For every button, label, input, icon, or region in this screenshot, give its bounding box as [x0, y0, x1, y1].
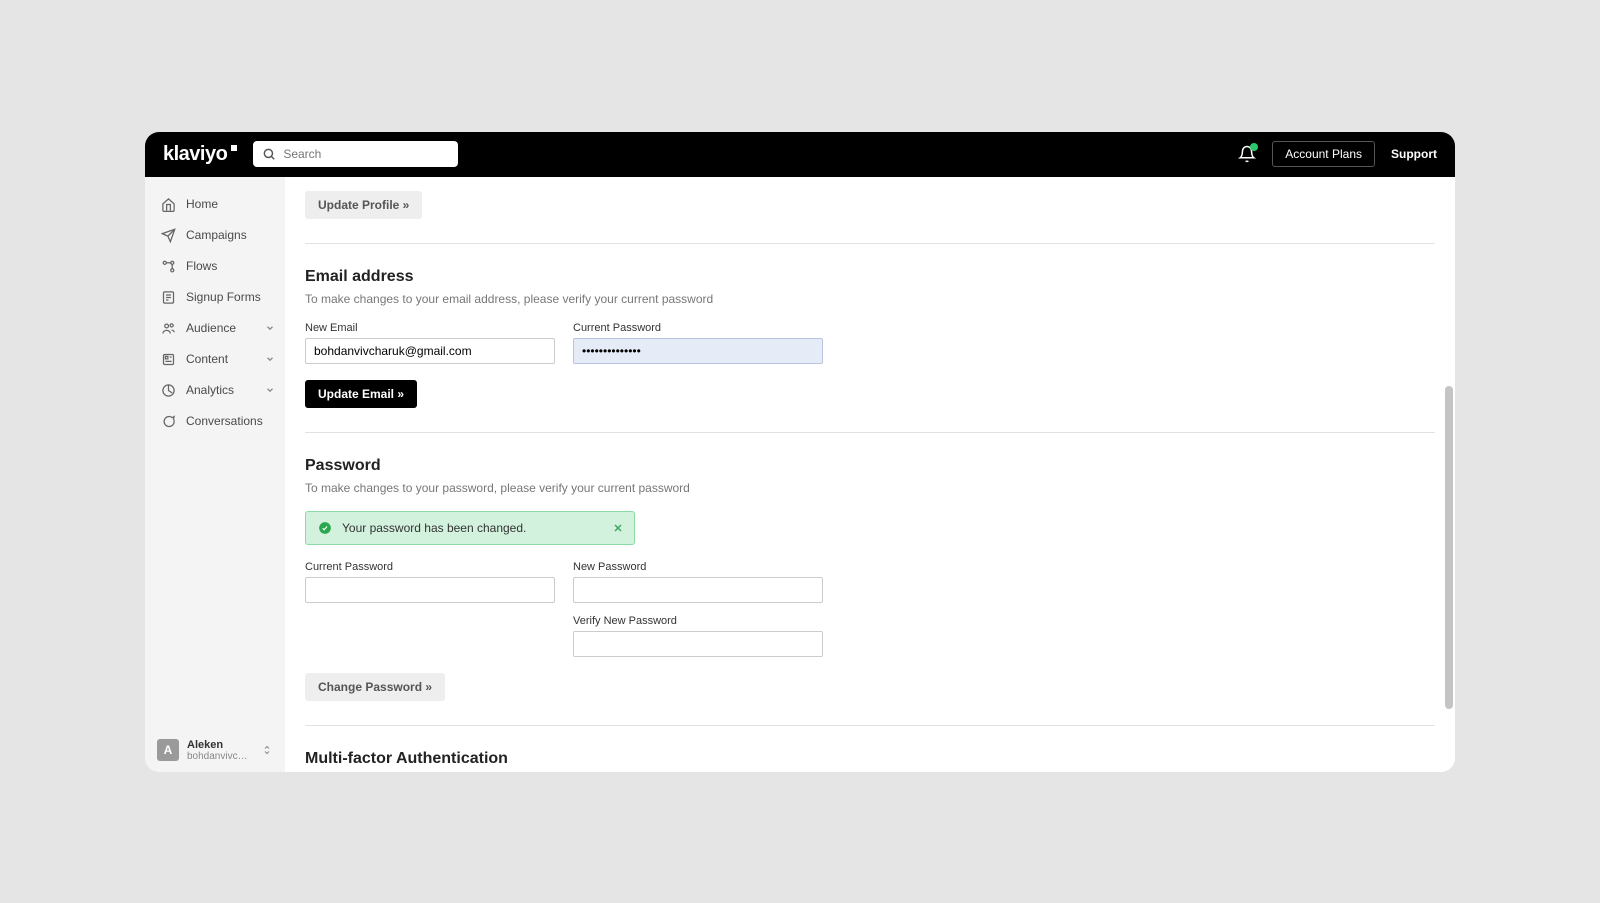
section-title: Multi-factor Authentication: [305, 750, 1435, 768]
new-password-input[interactable]: [573, 577, 823, 603]
search-icon: [262, 147, 276, 161]
scrollbar[interactable]: [1445, 181, 1453, 768]
topbar: klaviyo Account Plans Support: [145, 132, 1455, 177]
sidebar-item-signup-forms[interactable]: Signup Forms: [145, 282, 285, 313]
account-name: Aleken: [187, 739, 253, 751]
section-title: Password: [305, 457, 1435, 475]
search-wrap: [253, 141, 458, 167]
section-desc: To make changes to your email address, p…: [305, 292, 925, 306]
chevron-down-icon: [265, 323, 275, 333]
form-icon: [161, 290, 176, 305]
sidebar-item-home[interactable]: Home: [145, 189, 285, 220]
field-label: New Email: [305, 322, 555, 334]
mfa-section: Multi-factor Authentication Multi-Factor…: [305, 726, 1435, 772]
current-password-input[interactable]: [573, 338, 823, 364]
sidebar: Home Campaigns Flows Signup Forms Audien…: [145, 177, 285, 772]
account-plans-button[interactable]: Account Plans: [1272, 141, 1375, 167]
sidebar-item-label: Conversations: [186, 414, 263, 428]
notification-dot-icon: [1250, 143, 1258, 151]
sidebar-item-conversations[interactable]: Conversations: [145, 406, 285, 437]
field-label: New Password: [573, 561, 823, 573]
account-switcher[interactable]: A Aleken bohdanvivcharu...: [145, 729, 285, 772]
conversations-icon: [161, 414, 176, 429]
sidebar-item-label: Campaigns: [186, 228, 247, 242]
account-email: bohdanvivcharu...: [187, 751, 253, 762]
field-label: Current Password: [573, 322, 823, 334]
sidebar-item-campaigns[interactable]: Campaigns: [145, 220, 285, 251]
section-title: Email address: [305, 268, 1435, 286]
verify-password-input[interactable]: [573, 631, 823, 657]
update-email-button[interactable]: Update Email »: [305, 380, 417, 408]
sidebar-item-label: Content: [186, 352, 228, 366]
brand-logo: klaviyo: [163, 143, 237, 166]
chevron-down-icon: [265, 385, 275, 395]
check-circle-icon: [318, 521, 332, 535]
update-profile-button[interactable]: Update Profile »: [305, 191, 422, 219]
sidebar-item-label: Analytics: [186, 383, 234, 397]
home-icon: [161, 197, 176, 212]
change-password-button[interactable]: Change Password »: [305, 673, 445, 701]
email-section: Email address To make changes to your em…: [305, 244, 1435, 433]
sidebar-item-label: Signup Forms: [186, 290, 261, 304]
search-input[interactable]: [253, 141, 458, 167]
app-window: klaviyo Account Plans Support Home Campa…: [145, 132, 1455, 772]
password-section: Password To make changes to your passwor…: [305, 433, 1435, 726]
content-icon: [161, 352, 176, 367]
sidebar-item-flows[interactable]: Flows: [145, 251, 285, 282]
main-content: Update Profile » Email address To make c…: [285, 177, 1455, 772]
support-link[interactable]: Support: [1391, 147, 1437, 161]
notifications-button[interactable]: [1238, 145, 1256, 163]
body: Home Campaigns Flows Signup Forms Audien…: [145, 177, 1455, 772]
field-label: Current Password: [305, 561, 555, 573]
scrollbar-thumb[interactable]: [1445, 386, 1453, 709]
new-email-input[interactable]: [305, 338, 555, 364]
section-desc: To make changes to your password, please…: [305, 481, 925, 495]
updown-icon: [261, 744, 273, 756]
profile-section: Update Profile »: [305, 177, 1435, 244]
sidebar-item-label: Flows: [186, 259, 217, 273]
field-label: Verify New Password: [573, 615, 823, 627]
sidebar-item-label: Audience: [186, 321, 236, 335]
send-icon: [161, 228, 176, 243]
analytics-icon: [161, 383, 176, 398]
chevron-down-icon: [265, 354, 275, 364]
success-alert: Your password has been changed.: [305, 511, 635, 545]
avatar: A: [157, 739, 179, 761]
current-password-input-2[interactable]: [305, 577, 555, 603]
alert-text: Your password has been changed.: [342, 521, 526, 535]
flows-icon: [161, 259, 176, 274]
sidebar-item-content[interactable]: Content: [145, 344, 285, 375]
sidebar-item-label: Home: [186, 197, 218, 211]
close-icon[interactable]: [612, 522, 624, 534]
audience-icon: [161, 321, 176, 336]
sidebar-item-audience[interactable]: Audience: [145, 313, 285, 344]
sidebar-item-analytics[interactable]: Analytics: [145, 375, 285, 406]
